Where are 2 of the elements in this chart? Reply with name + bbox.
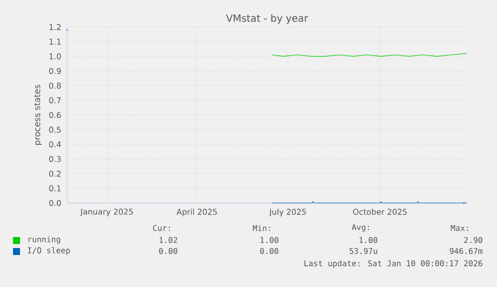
chart-title: VMstat - by year — [226, 14, 308, 24]
y-axis-title: process states — [34, 84, 42, 145]
